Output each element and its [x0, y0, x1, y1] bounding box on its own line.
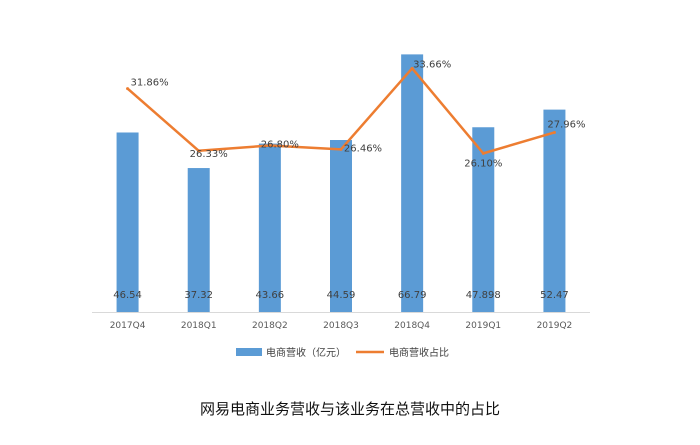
legend-bar-label: 电商营收（亿元） — [266, 346, 346, 359]
bar-label-2018Q4: 66.79 — [398, 290, 427, 301]
bar-2018Q3 — [330, 140, 352, 312]
x-tick-2018Q2: 2018Q2 — [252, 321, 288, 331]
bar-2018Q1 — [187, 168, 210, 312]
bar-2019Q1 — [472, 127, 495, 312]
legend-bar-swatch — [236, 348, 262, 356]
x-tick-2019Q2: 2019Q2 — [537, 321, 573, 331]
ratio-point-2018Q3 — [339, 147, 343, 151]
ratio-label-2017Q4: 31.86% — [131, 78, 169, 89]
bar-label-2018Q2: 43.66 — [256, 290, 285, 301]
bar-label-2019Q1: 47.898 — [466, 290, 501, 301]
x-tick-2018Q1: 2018Q1 — [181, 321, 217, 331]
bar-label-2018Q1: 37.32 — [184, 290, 213, 301]
bar-2019Q2 — [543, 109, 566, 312]
ratio-label-2018Q2: 26.80% — [261, 140, 299, 151]
bar-2017Q4 — [116, 132, 139, 312]
ratio-point-2018Q1 — [197, 149, 201, 153]
bar-label-2019Q2: 52.47 — [540, 290, 569, 301]
ratio-point-2017Q4 — [126, 87, 130, 91]
bar-label-2018Q3: 44.59 — [327, 290, 356, 301]
ratio-point-2018Q4 — [410, 66, 414, 70]
ratio-label-2018Q1: 26.33% — [190, 149, 228, 160]
x-tick-2018Q3: 2018Q3 — [323, 321, 359, 331]
ratio-label-2018Q3: 26.46% — [344, 143, 382, 154]
ratio-point-2018Q2 — [268, 144, 272, 147]
bar-label-2017Q4: 46.54 — [113, 290, 142, 301]
ratio-label-2018Q4: 33.66% — [413, 59, 451, 70]
x-tick-2019Q1: 2019Q1 — [465, 321, 501, 331]
figure-caption: 网易电商业务营收与该业务在总营收中的占比 — [199, 400, 500, 418]
ratio-point-2019Q2 — [552, 130, 556, 134]
ratio-label-2019Q2: 27.96% — [547, 119, 585, 130]
bar-2018Q4 — [401, 54, 424, 312]
ratio-point-2019Q1 — [481, 151, 485, 155]
x-tick-2017Q4: 2017Q4 — [110, 321, 146, 331]
ratio-label-2019Q1: 26.10% — [464, 158, 502, 169]
x-tick-2018Q4: 2018Q4 — [394, 321, 430, 331]
legend-line-label: 电商营收占比 — [389, 346, 449, 359]
bar-2018Q2 — [258, 143, 281, 312]
